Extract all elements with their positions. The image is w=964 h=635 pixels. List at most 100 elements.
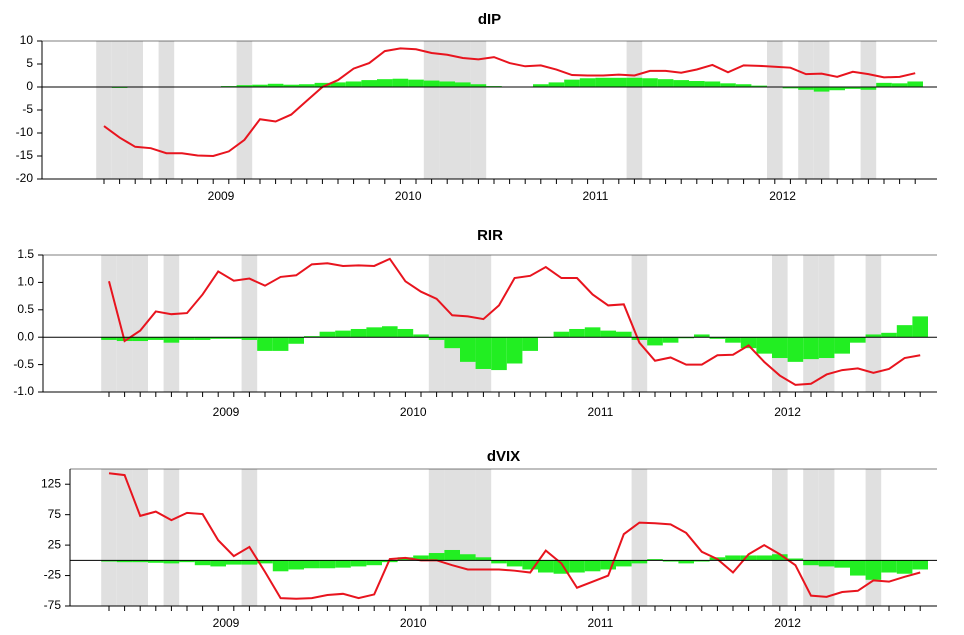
bar (584, 327, 601, 338)
bar (257, 337, 273, 351)
bar (756, 555, 772, 561)
bar (678, 337, 694, 339)
bar (787, 337, 804, 362)
shaded-period (132, 255, 148, 392)
shaded-period (428, 469, 445, 606)
bar (600, 560, 616, 570)
bar (553, 331, 570, 338)
bar (709, 337, 726, 339)
bar (460, 337, 476, 362)
bar (907, 81, 923, 87)
bar (413, 555, 429, 561)
bar (236, 85, 253, 87)
bar (611, 77, 627, 87)
y-tick-label: 125 (41, 476, 61, 490)
bar (288, 337, 304, 344)
bar (740, 555, 757, 561)
bar (335, 560, 351, 568)
shaded-period (626, 41, 643, 179)
shaded-period (455, 41, 471, 179)
bar (366, 560, 382, 566)
bar (194, 337, 211, 340)
shaded-period (101, 469, 117, 606)
bar (257, 560, 273, 564)
bar (210, 337, 226, 339)
bar (439, 81, 455, 87)
bar (751, 85, 767, 87)
bar (803, 560, 819, 566)
bar (428, 553, 445, 561)
line (108, 472, 921, 600)
shaded-period (163, 469, 180, 606)
shaded-period (631, 469, 648, 606)
bar (798, 87, 814, 90)
bar (912, 316, 928, 338)
bar (834, 337, 850, 354)
shaded-period (767, 41, 783, 179)
bar (226, 337, 242, 339)
shaded-period (444, 255, 460, 392)
y-tick-label: -0.5 (13, 357, 34, 371)
bar (350, 560, 367, 567)
bar (423, 80, 440, 87)
bar (491, 560, 507, 564)
bar (319, 331, 336, 338)
bar (267, 83, 284, 87)
shaded-period (116, 469, 133, 606)
bar (642, 78, 658, 87)
bar (179, 560, 195, 563)
shaded-period (460, 255, 476, 392)
x-tick-label: 2012 (769, 189, 796, 203)
bar (252, 84, 268, 87)
bar (616, 331, 632, 338)
y-tick-label: 1.5 (17, 247, 34, 261)
y-tick-label: -20 (16, 171, 34, 185)
bar (850, 337, 866, 343)
bar (241, 337, 258, 340)
bar (876, 82, 892, 87)
shaded-period (116, 255, 133, 392)
bar (335, 330, 351, 338)
y-tick-label: 75 (48, 507, 62, 521)
bar (881, 332, 897, 338)
shaded-period (132, 469, 148, 606)
y-tick-label: 0.5 (17, 302, 34, 316)
bar (413, 334, 429, 338)
bar (673, 80, 689, 87)
bar (319, 560, 336, 569)
y-tick-label: -1.0 (13, 384, 34, 398)
bar (226, 560, 242, 565)
bar (397, 328, 414, 338)
bar (148, 337, 164, 340)
bar (689, 81, 705, 87)
x-tick-label: 2011 (582, 189, 608, 203)
bar (194, 560, 211, 566)
bar (626, 77, 643, 87)
x-tick-label: 2010 (400, 616, 427, 630)
shaded-period (241, 255, 258, 392)
chart-title: RIR (477, 227, 503, 244)
bar (210, 560, 226, 567)
bar (772, 554, 788, 561)
y-tick-label: -75 (44, 598, 62, 612)
bar (616, 560, 632, 567)
bar (475, 337, 492, 369)
shaded-period (865, 255, 882, 392)
shaded-period (101, 255, 117, 392)
shaded-period (158, 41, 175, 179)
shaded-period (460, 469, 476, 606)
bar (163, 560, 180, 564)
bar (179, 337, 195, 340)
bar (896, 325, 913, 338)
bar (101, 337, 117, 340)
shaded-period (439, 41, 455, 179)
bar (288, 560, 304, 570)
y-tick-label: 1.0 (17, 275, 34, 289)
shaded-period (475, 255, 492, 392)
x-tick-label: 2009 (208, 189, 235, 203)
bar (522, 560, 538, 570)
shaded-period (111, 41, 128, 179)
bar (444, 337, 460, 349)
shaded-period (475, 469, 492, 606)
shaded-period (428, 255, 445, 392)
